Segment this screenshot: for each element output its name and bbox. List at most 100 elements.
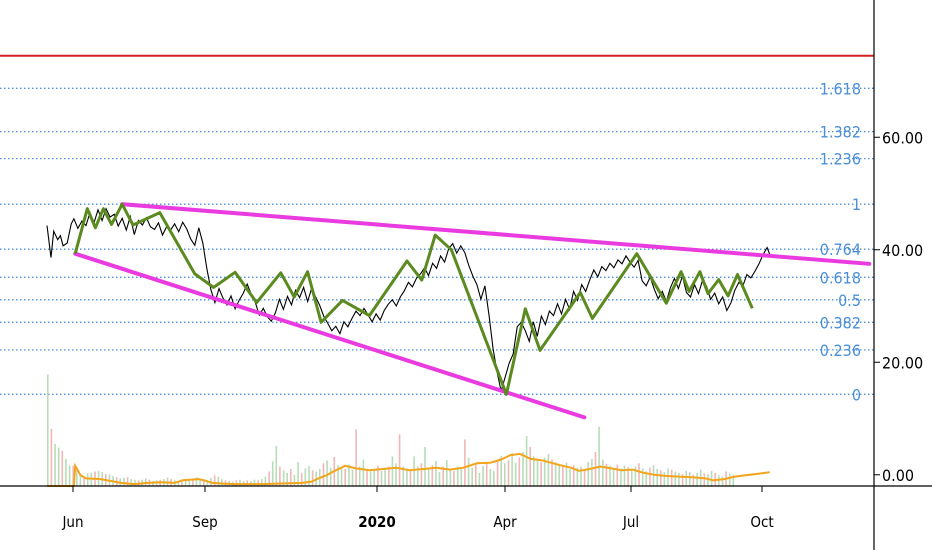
fib-level-label: 0.5 (838, 291, 861, 310)
volume-bar (641, 468, 644, 486)
volume-bar (388, 466, 390, 486)
volume-bar (580, 466, 582, 486)
volume-bar (409, 470, 412, 486)
volume-bar (188, 480, 191, 486)
fib-level-label: 0 (852, 385, 861, 404)
volume-bar (47, 374, 49, 486)
volume-bar (50, 428, 53, 486)
x-tick-label: Apr (493, 513, 517, 531)
fib-level-label: 0.236 (820, 341, 861, 360)
volume-bar (86, 473, 89, 486)
volume-bar (543, 457, 546, 486)
volume-bar (438, 472, 441, 486)
volume-bar (507, 460, 510, 486)
volume-bar (551, 459, 553, 486)
volume-bar (264, 476, 267, 486)
volume-bar (253, 479, 256, 486)
volume-bar (384, 468, 386, 486)
trendlines (73, 202, 872, 420)
volume-bar (337, 465, 339, 486)
volume-bar (540, 462, 542, 486)
volume-bar (670, 469, 673, 486)
volume-bar (340, 467, 343, 486)
volume-bar (417, 466, 419, 486)
trendline (120, 202, 872, 266)
y-tick-label: 0.00 (882, 466, 914, 485)
volume-bar (645, 470, 648, 486)
volume-bar (627, 467, 629, 486)
volume-bar (703, 473, 706, 486)
volume-bar (446, 460, 448, 486)
volume-bar (554, 462, 557, 486)
volume-bar (57, 447, 60, 486)
volume-bar (558, 463, 560, 486)
volume-bar (681, 474, 684, 486)
volume-bar (572, 465, 575, 486)
volume-bar (467, 457, 470, 486)
volume-bar (514, 462, 517, 486)
volume-bar (631, 469, 633, 486)
volume-bar (326, 460, 328, 486)
volume-bar (710, 470, 713, 486)
volume-bar (123, 477, 125, 486)
volume-bar (536, 459, 539, 486)
volume-bar (547, 453, 550, 486)
volume-bar (562, 466, 564, 486)
fib-level-label: 1 (852, 195, 861, 214)
volume-bar (685, 470, 687, 486)
volume-bar (344, 469, 346, 486)
volume-bar (195, 477, 198, 486)
volume-bar (602, 459, 604, 486)
volume-bar (460, 469, 463, 486)
x-tick-label: Jul (622, 513, 639, 531)
volume-bar (656, 469, 658, 486)
volume-bar (206, 480, 209, 486)
volume-bar (605, 463, 608, 486)
zigzag-line (73, 202, 754, 396)
volume-bar (358, 466, 361, 486)
x-tick-label: Sep (192, 513, 217, 531)
volume-bar (217, 476, 220, 486)
volume-bar (61, 450, 64, 486)
volume-bar (355, 429, 357, 486)
volume-bar (576, 467, 579, 486)
volume-bar (286, 472, 288, 486)
volume-bar (203, 479, 205, 486)
volume-bar (525, 436, 528, 486)
volume-bar (649, 467, 651, 486)
volume-bar (79, 475, 82, 486)
volume-bar (620, 468, 622, 486)
volume-bar (732, 474, 735, 486)
volume-bar (464, 439, 466, 486)
volume-bar (192, 478, 194, 486)
volume-bar (696, 472, 698, 486)
volume-bar (391, 456, 394, 486)
volume-bar (482, 465, 484, 486)
volume-bar (612, 467, 615, 486)
volume-bar (261, 479, 263, 486)
volume-bar (83, 476, 85, 486)
volume-bar (471, 467, 473, 486)
volume-bar (395, 463, 397, 486)
volume-bar (456, 466, 459, 486)
volume-bar (380, 470, 383, 486)
volume-bar (362, 459, 365, 486)
volume-bar (493, 470, 495, 486)
volume-bar (518, 457, 521, 486)
volume-bar (594, 452, 597, 486)
volume-bar (616, 464, 619, 486)
volume-bar (478, 472, 481, 486)
volume-bar (369, 471, 372, 486)
volume-bar (181, 481, 183, 486)
volume-bar (54, 443, 56, 486)
y-tick-label: 20.00 (882, 353, 923, 372)
volume-bar (402, 466, 405, 486)
volume-bar (308, 465, 310, 486)
volume-bar (453, 470, 455, 486)
volume-bar (297, 462, 299, 486)
volume-bar (442, 466, 444, 486)
x-tick-label: 2020 (358, 513, 396, 531)
volume-bar (609, 465, 611, 486)
volume-bar (587, 462, 589, 486)
